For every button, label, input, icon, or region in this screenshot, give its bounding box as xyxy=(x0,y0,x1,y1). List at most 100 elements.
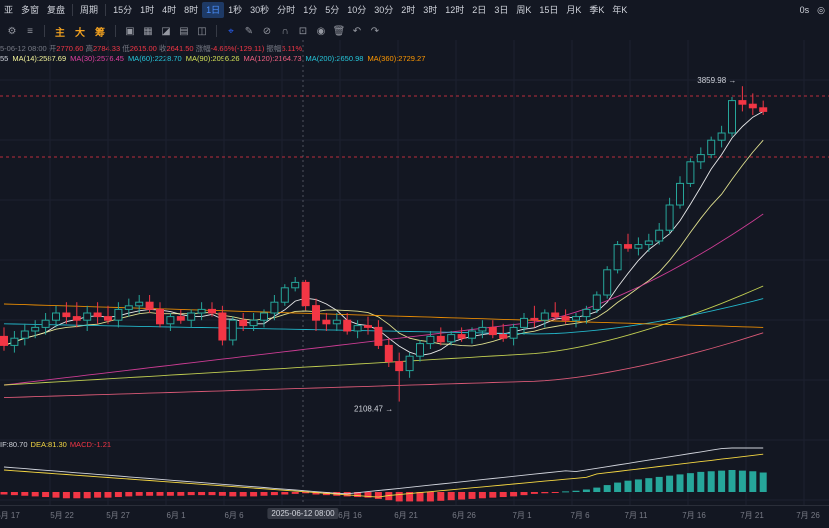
macd-bar xyxy=(707,471,715,492)
close-value: 2641.50 xyxy=(166,44,194,53)
candle-body xyxy=(124,305,133,310)
candle-body xyxy=(624,244,632,249)
candle-body xyxy=(572,316,580,321)
period-1[interactable]: 多窗 xyxy=(21,5,40,15)
macd-bar xyxy=(749,471,757,492)
macd-bar xyxy=(499,492,507,498)
period-9[interactable]: 1秒 xyxy=(228,5,243,15)
period-17[interactable]: 3时 xyxy=(423,5,438,15)
ma-legend-item: MA(360):2729.27 xyxy=(367,54,426,63)
candle-body xyxy=(509,326,518,339)
macd-bar xyxy=(73,492,81,499)
macd-bar xyxy=(489,492,497,498)
gear-icon[interactable]: ⚙ xyxy=(7,25,17,37)
period-11[interactable]: 分时 xyxy=(277,5,296,15)
timezone-label[interactable]: 0s xyxy=(799,5,810,15)
macd-bar xyxy=(634,479,642,492)
period-10[interactable]: 30秒 xyxy=(250,5,270,15)
macd-bar xyxy=(562,491,570,493)
candle-body xyxy=(52,312,60,321)
candle-body xyxy=(145,301,154,310)
period-5[interactable]: 1时 xyxy=(140,5,155,15)
macd-bar xyxy=(260,492,268,496)
ruler-icon[interactable]: ⊘ xyxy=(262,25,272,37)
macd-bar xyxy=(42,492,50,498)
x-tick-label: 6月 6 xyxy=(224,511,244,520)
macd-bar xyxy=(666,475,674,492)
low-annotation: 2108.47 → xyxy=(354,404,393,413)
x-tick-label: 7月 21 xyxy=(740,511,764,520)
period-13[interactable]: 5分 xyxy=(325,5,340,15)
ma-legend-item: MA(90):2096.26 xyxy=(185,54,240,63)
period-7[interactable]: 8时 xyxy=(184,5,199,15)
period-2[interactable]: 复盘 xyxy=(47,5,66,15)
lock-icon[interactable]: ⊡ xyxy=(298,25,308,37)
period-3[interactable]: 周期 xyxy=(80,5,99,15)
period-6[interactable]: 4时 xyxy=(162,5,177,15)
period-20[interactable]: 3日 xyxy=(494,5,509,15)
crosshair-icon[interactable]: ⌖ xyxy=(228,25,234,37)
pencil-icon[interactable]: ✎ xyxy=(244,25,254,37)
period-25[interactable]: 年K xyxy=(612,5,628,15)
period-8[interactable]: 1日 xyxy=(202,2,225,18)
candle-body xyxy=(343,319,352,332)
candle-body xyxy=(582,308,591,318)
period-19[interactable]: 2日 xyxy=(472,5,487,15)
ma-line-ma120 xyxy=(3,285,764,386)
x-tick-label: 5月 22 xyxy=(50,511,74,520)
candle-body xyxy=(717,132,726,141)
candle-body xyxy=(187,312,196,321)
undo-icon[interactable]: ↶ xyxy=(352,25,362,37)
period-12[interactable]: 1分 xyxy=(303,5,318,15)
candle-body xyxy=(249,319,258,327)
period-18[interactable]: 12时 xyxy=(445,5,465,15)
period-4[interactable]: 15分 xyxy=(113,5,133,15)
chip-toggle[interactable]: 筹 xyxy=(95,27,105,39)
indicator-icon[interactable]: ◪ xyxy=(161,25,171,37)
layout-icon[interactable]: ▣ xyxy=(125,25,135,37)
big-order-toggle[interactable]: 大 xyxy=(75,27,85,39)
candle-body xyxy=(592,294,601,310)
macd-bar xyxy=(156,492,164,496)
period-15[interactable]: 30分 xyxy=(374,5,394,15)
ma-line-ma30 xyxy=(3,139,764,347)
ma-legend-item: 55 xyxy=(0,54,9,63)
macd-bar xyxy=(114,492,122,498)
candle-body xyxy=(405,355,414,372)
candle-body xyxy=(218,312,227,341)
legend-date: 5-06-12 08:00 xyxy=(0,44,47,53)
macd-bar xyxy=(281,492,289,495)
period-14[interactable]: 10分 xyxy=(347,5,367,15)
macd-bar xyxy=(395,492,403,502)
screenshot-icon[interactable]: ◎ xyxy=(817,4,825,15)
period-24[interactable]: 季K xyxy=(589,5,605,15)
macd-bar xyxy=(94,492,102,498)
period-21[interactable]: 周K xyxy=(516,5,532,15)
template-icon[interactable]: ▤ xyxy=(179,25,189,37)
x-tick-label: 7月 16 xyxy=(682,511,706,520)
trash-icon[interactable]: 🗑 xyxy=(332,25,346,37)
period-toolbar: 亚多窗 复盘 周期 15分 1时 4时 8时 1日 1秒 30秒 分时 1分 5分 10分 30分 2时 3时 1… xyxy=(0,0,829,20)
x-tick-label: 7月 1 xyxy=(512,511,532,520)
macd-bar xyxy=(385,492,393,501)
list-icon[interactable]: ≡ xyxy=(27,25,33,37)
macd-bar xyxy=(166,492,174,496)
period-16[interactable]: 2时 xyxy=(401,5,416,15)
period-23[interactable]: 月K xyxy=(566,5,582,15)
candle-body xyxy=(478,326,487,332)
main-chart-toggle[interactable]: 主 xyxy=(55,27,65,39)
x-tick-label: 7月 26 xyxy=(796,511,820,520)
magnet-icon[interactable]: ∩ xyxy=(281,25,289,37)
eye-icon[interactable]: ◉ xyxy=(316,25,326,37)
grid-icon[interactable]: ▦ xyxy=(143,25,153,37)
period-22[interactable]: 15日 xyxy=(539,5,559,15)
compare-icon[interactable]: ◫ xyxy=(197,25,207,37)
redo-icon[interactable]: ↷ xyxy=(370,25,380,37)
macd-bar xyxy=(614,482,622,492)
period-0[interactable]: 亚 xyxy=(4,5,14,15)
candle-body xyxy=(83,312,92,321)
macd-bar xyxy=(738,470,746,492)
macd-bar xyxy=(229,492,237,497)
macd-bar xyxy=(250,492,258,497)
